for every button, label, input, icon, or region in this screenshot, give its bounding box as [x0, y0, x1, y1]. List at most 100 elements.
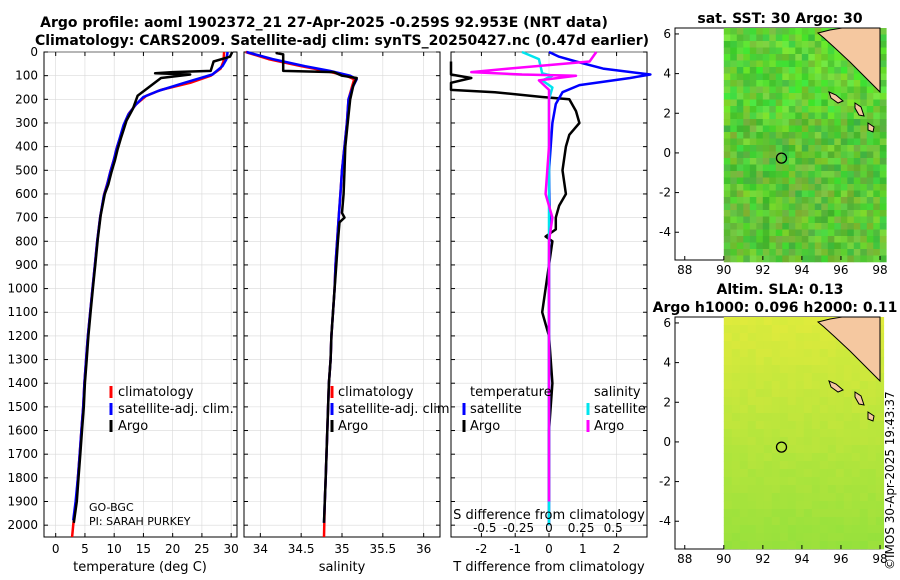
field-cell [749, 86, 757, 94]
field-cell [736, 249, 744, 256]
field-cell [860, 249, 868, 256]
field-cell [879, 210, 887, 217]
field-cell [873, 210, 881, 217]
field-cell [835, 381, 845, 390]
field-cell [747, 437, 757, 446]
field-cell [840, 210, 848, 217]
sst-island-batu [867, 122, 875, 133]
field-cell [795, 333, 805, 342]
field-cell [803, 517, 813, 526]
field-cell [795, 99, 803, 107]
field-cell [771, 533, 781, 542]
field-cell [879, 242, 887, 250]
field-cell [827, 47, 835, 55]
field-cell [801, 112, 809, 120]
field-cell [763, 461, 773, 470]
field-cell [875, 453, 885, 462]
field-cell [866, 151, 874, 159]
field-cell [769, 229, 777, 237]
field-cell [808, 151, 816, 159]
field-cell [763, 509, 773, 518]
field-cell [723, 145, 731, 152]
field-cell [853, 171, 861, 178]
field-cell [788, 145, 796, 152]
field-cell [788, 54, 796, 61]
field-cell [771, 517, 781, 526]
field-cell [762, 145, 770, 152]
field-cell [808, 184, 816, 191]
field-cell [787, 365, 797, 374]
field-cell [743, 112, 751, 120]
field-cell [879, 80, 887, 87]
field-cell [867, 469, 877, 478]
field-cell [853, 236, 861, 243]
field-cell [811, 373, 821, 382]
field-cell [834, 171, 842, 178]
field-cell [771, 381, 781, 390]
field-cell [769, 158, 777, 165]
field-cell [801, 73, 809, 81]
field-cell [763, 477, 773, 486]
field-cell [873, 171, 881, 178]
field-cell [779, 485, 789, 494]
field-cell [782, 203, 790, 211]
sla-land-sumatra [816, 316, 881, 383]
field-cell [736, 60, 744, 68]
field-cell [763, 453, 773, 462]
field-cell [851, 461, 861, 470]
field-cell [749, 99, 757, 107]
field-cell [795, 60, 803, 68]
depth-tick-label: 300 [15, 116, 38, 130]
field-cell [749, 80, 757, 87]
field-cell [775, 93, 783, 100]
field-cell [808, 93, 816, 100]
field-cell [803, 509, 813, 518]
field-cell [821, 145, 829, 152]
field-cell [801, 145, 809, 152]
field-cell [866, 184, 874, 191]
field-cell [787, 517, 797, 526]
map-x-tick-label: 92 [755, 552, 770, 566]
map-y-tick-label: -4 [659, 225, 671, 239]
field-cell [730, 93, 738, 100]
field-cell [775, 145, 783, 152]
field-cell [859, 389, 869, 398]
field-cell [873, 112, 881, 120]
field-cell [873, 203, 881, 211]
field-cell [769, 106, 777, 113]
field-cell [811, 445, 821, 454]
field-cell [834, 73, 842, 81]
field-cell [795, 249, 803, 256]
field-cell [769, 67, 777, 74]
field-cell [811, 453, 821, 462]
field-cell [821, 190, 829, 198]
field-cell [827, 54, 835, 61]
field-cell [875, 485, 885, 494]
field-cell [756, 41, 764, 48]
field-cell [873, 216, 881, 224]
field-cell [879, 125, 887, 133]
depth-tick-label: 700 [15, 211, 38, 225]
field-cell [769, 112, 777, 120]
field-cell [775, 138, 783, 146]
field-cell [819, 429, 829, 438]
field-cell [860, 145, 868, 152]
field-cell [803, 461, 813, 470]
field-cell [879, 249, 887, 256]
field-cell [814, 119, 822, 126]
field-cell [762, 164, 770, 172]
field-cell [873, 132, 881, 139]
field-cell [769, 197, 777, 204]
field-cell [860, 132, 868, 139]
field-cell [819, 413, 829, 422]
field-cell [779, 541, 789, 550]
field-cell [788, 86, 796, 94]
field-cell [788, 34, 796, 42]
field-cell [755, 429, 765, 438]
field-cell [873, 255, 881, 263]
salinity-grid [244, 51, 440, 537]
field-cell [756, 249, 764, 256]
field-cell [782, 119, 790, 126]
field-cell [739, 501, 749, 510]
difference-panel: -2 -1 0 1 2 -0.5 -0.25 0 0.25 0.5 S difference f… [449, 50, 652, 575]
